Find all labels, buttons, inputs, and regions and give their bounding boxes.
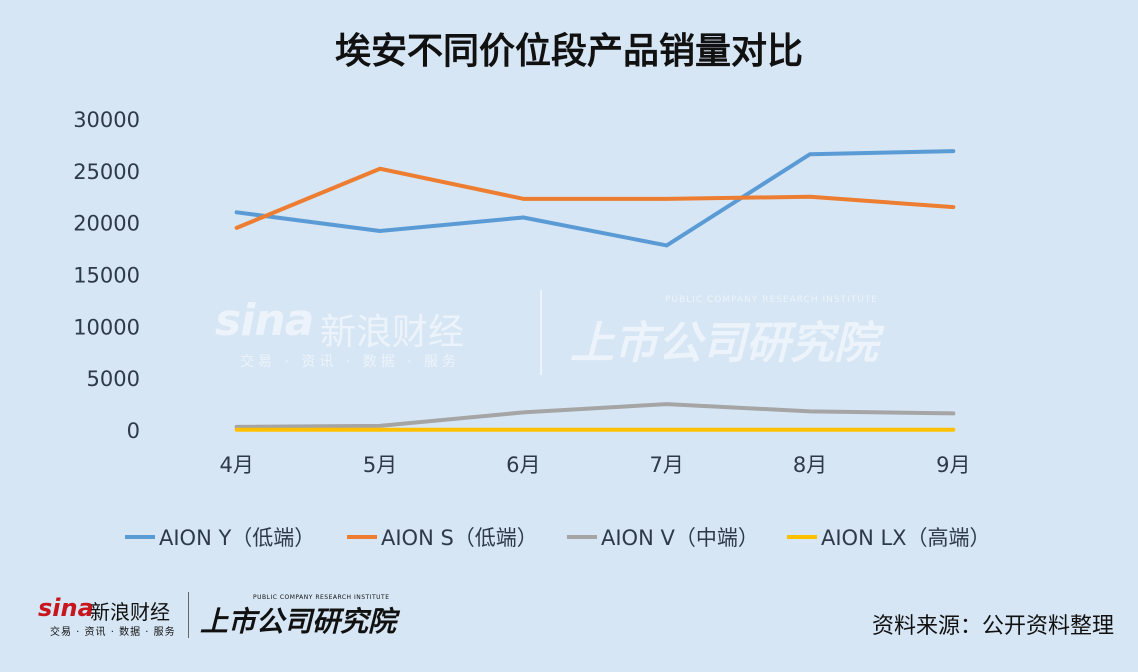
source-note: 资料来源：公开资料整理: [871, 614, 1114, 639]
footer-institute-en: PUBLIC COMPANY RESEARCH INSTITUTE: [253, 594, 390, 601]
y-tick-label: 30000: [73, 108, 140, 132]
series-line-0: [234, 149, 956, 248]
watermark-institute: 上市公司研究院: [570, 318, 878, 369]
chart-title: 埃安不同价位段产品销量对比: [334, 31, 803, 72]
legend-label: AION S（低端）: [381, 526, 538, 550]
legend-label: AION V（中端）: [601, 526, 759, 550]
legend-label: AION LX（高端）: [821, 526, 991, 550]
watermark-institute-en: PUBLIC COMPANY RESEARCH INSTITUTE: [665, 295, 878, 305]
x-tick-label: 5月: [363, 453, 397, 477]
x-tick-label: 6月: [506, 453, 540, 477]
y-tick-label: 15000: [73, 264, 140, 288]
footer-logo: sina 新浪财经 交易 · 资讯 · 数据 · 服务 上市公司研究院 PUBL…: [38, 592, 398, 642]
series-line-2: [234, 402, 956, 429]
footer-institute: 上市公司研究院: [200, 605, 397, 638]
y-tick-label: 25000: [73, 160, 140, 184]
x-tick-label: 9月: [936, 453, 970, 477]
x-tick-label: 8月: [793, 453, 827, 477]
footer-brand: 新浪财经: [90, 600, 170, 624]
watermark-divider: [540, 290, 542, 375]
legend-label: AION Y（低端）: [159, 526, 315, 550]
footer-divider: [188, 592, 189, 638]
x-tick-label: 7月: [649, 453, 683, 477]
series-line-1: [234, 166, 956, 230]
watermark-brand-sub: 交易 · 资讯 · 数据 · 服务: [240, 354, 461, 370]
x-tick-label: 4月: [219, 453, 253, 477]
watermark: sina 新浪财经 交易 · 资讯 · 数据 · 服务 上市公司研究院 PUBL…: [215, 285, 935, 385]
footer-sina-logo: sina: [38, 594, 94, 622]
y-tick-label: 5000: [87, 367, 140, 391]
watermark-sina-logo: sina: [215, 295, 314, 346]
y-tick-label: 0: [127, 419, 140, 443]
y-tick-label: 20000: [73, 212, 140, 236]
y-tick-label: 10000: [73, 315, 140, 339]
footer-brand-sub: 交易 · 资讯 · 数据 · 服务: [50, 627, 176, 638]
watermark-brand: 新浪财经: [320, 312, 465, 353]
